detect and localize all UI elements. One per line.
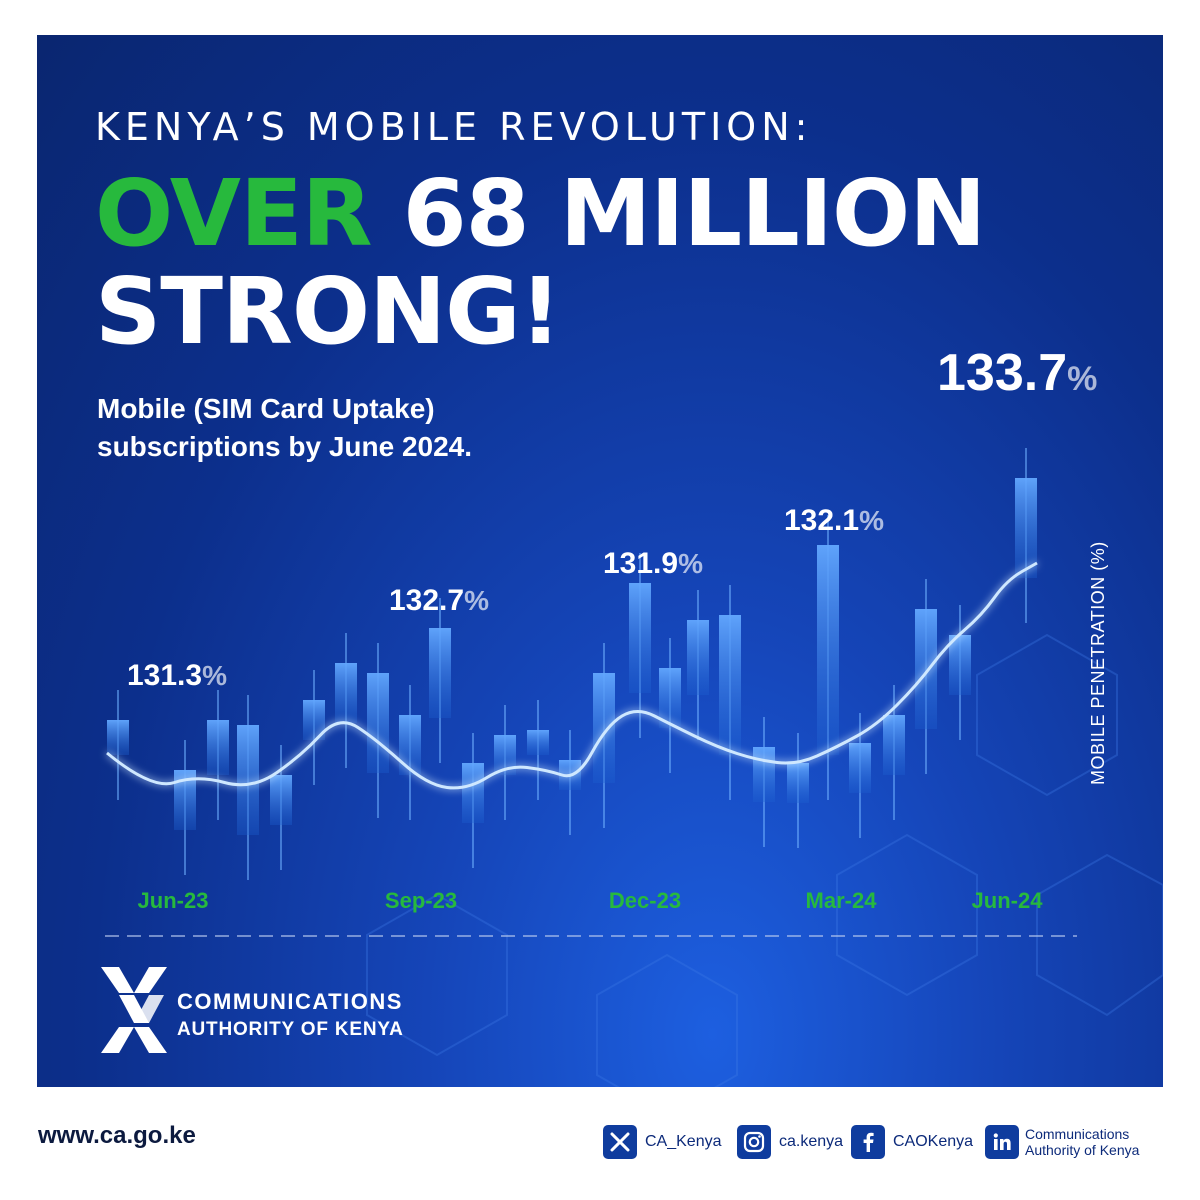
candle-bar	[659, 668, 681, 728]
x-tick-label: Dec-23	[609, 888, 681, 913]
data-label: 132.1%	[784, 504, 884, 537]
linkedin-name: Communications Authority of Kenya	[1025, 1126, 1139, 1158]
candle-bar	[629, 583, 651, 693]
data-label-suffix: %	[859, 505, 884, 536]
candle-bar	[270, 775, 292, 825]
candle-bar	[303, 700, 325, 740]
candle-bar	[719, 615, 741, 755]
candle-bar	[207, 720, 229, 775]
social-facebook[interactable]: CAOKenya	[851, 1122, 973, 1162]
data-label-suffix: %	[678, 548, 703, 579]
data-label: 131.9%	[603, 547, 703, 580]
y-axis-label: MOBILE PENETRATION (%)	[1088, 541, 1108, 785]
candle-bar	[787, 763, 809, 803]
candle-bar	[367, 673, 389, 773]
org-name: COMMUNICATIONS AUTHORITY OF KENYA	[177, 988, 404, 1044]
candle-bar	[174, 770, 196, 830]
instagram-handle: ca.kenya	[779, 1133, 844, 1150]
poster-panel: 131.3% 132.7% 131.9% 132.1% 133.7% Jun-23 Sep…	[37, 35, 1163, 1087]
candle-bar	[593, 673, 615, 783]
x-tick-labels-group: Jun-23 Sep-23 Dec-23 Mar-24 Jun-24	[138, 888, 1044, 913]
org-name-line1: COMMUNICATIONS	[177, 989, 403, 1014]
candle-bar	[949, 635, 971, 695]
candle-bar	[237, 725, 259, 835]
candle-bar	[429, 628, 451, 718]
data-label-suffix: %	[1067, 360, 1097, 398]
social-instagram[interactable]: ca.kenya	[737, 1122, 843, 1162]
hexagon-decor	[366, 633, 1163, 1087]
candle-bar	[817, 545, 839, 755]
candle-bar	[399, 715, 421, 775]
data-label-suffix: %	[464, 585, 489, 616]
x-tick-label: Jun-24	[972, 888, 1044, 913]
org-name-line2: AUTHORITY OF KENYA	[177, 1019, 404, 1040]
data-labels-group: 131.3% 132.7% 131.9% 132.1% 133.7%	[127, 344, 1097, 692]
candle-bar	[494, 735, 516, 775]
headline-accent: OVER	[95, 160, 373, 267]
data-label: 132.7%	[389, 584, 489, 617]
candle-bar	[849, 743, 871, 793]
x-tick-label: Sep-23	[385, 888, 457, 913]
candle-bar	[883, 715, 905, 775]
candle-bar	[915, 609, 937, 729]
candle-bar	[462, 763, 484, 823]
ca-logo-icon	[101, 967, 167, 1053]
x-handle: CA_Kenya	[645, 1133, 722, 1150]
candle-bar	[687, 620, 709, 695]
instagram-icon	[737, 1125, 771, 1159]
subtitle: Mobile (SIM Card Uptake) subscriptions b…	[97, 393, 473, 462]
penetration-chart: 131.3% 132.7% 131.9% 132.1% 133.7% Jun-23 Sep…	[105, 344, 1163, 1087]
data-label-suffix: %	[202, 660, 227, 691]
headline: OVER 68 MILLION STRONG!	[95, 165, 1145, 361]
social-linkedin[interactable]: Communications Authority of Kenya	[985, 1122, 1139, 1162]
x-icon	[603, 1125, 637, 1159]
linkedin-icon	[985, 1125, 1019, 1159]
candle-bar	[1015, 478, 1037, 578]
facebook-handle: CAOKenya	[893, 1133, 974, 1150]
trend-line	[106, 561, 1038, 790]
x-tick-label: Mar-24	[806, 888, 878, 913]
candle-bar	[335, 663, 357, 723]
candle-bars	[107, 448, 1037, 880]
candle-bar	[527, 730, 549, 755]
data-label: 133.7%	[937, 344, 1097, 402]
facebook-icon	[851, 1125, 885, 1159]
data-label: 131.3%	[127, 659, 227, 692]
x-tick-label: Jun-23	[138, 888, 209, 913]
headline-rest: 68 MILLION STRONG!	[95, 160, 986, 365]
candle-bar	[107, 720, 129, 755]
linkedin-line2: Authority of Kenya	[1025, 1142, 1140, 1158]
trend-line-group	[106, 561, 1038, 790]
website-link[interactable]: www.ca.go.ke	[38, 1122, 196, 1149]
candle-bar	[753, 747, 775, 802]
linkedin-line1: Communications	[1025, 1126, 1130, 1142]
social-x[interactable]: CA_Kenya	[603, 1122, 722, 1162]
kicker-text: KENYA’S MOBILE REVOLUTION:	[95, 105, 813, 149]
